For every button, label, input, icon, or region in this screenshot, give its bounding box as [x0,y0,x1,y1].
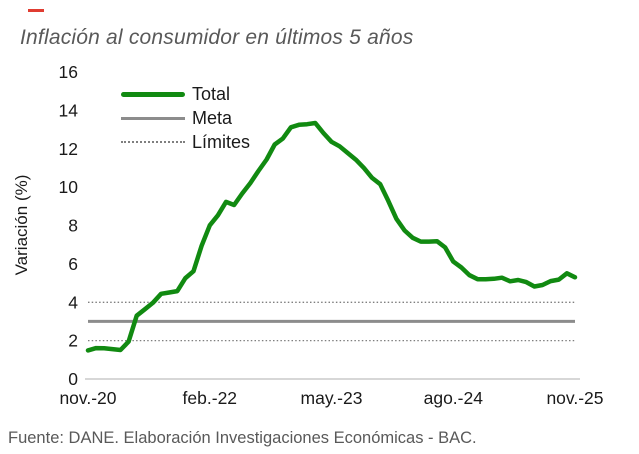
y-tick-label: 4 [68,292,78,312]
y-tick-label: 12 [59,139,78,159]
y-tick-label: 8 [68,216,78,236]
chart-canvas: 0 2 4 6 8 10 12 14 16 nov.-20 feb.-22 may.-23 ago.-2… [59,62,604,408]
legend-item-limites: Límites [121,130,250,154]
chart-title: Inflación al consumidor en últimos 5 año… [20,26,414,49]
x-tick-label: nov.-25 [546,388,603,408]
y-tick-label: 14 [59,100,79,120]
total-line-swatch-icon [121,91,185,97]
limites-line-swatch-icon [121,141,185,143]
meta-line-swatch-icon [121,116,185,120]
y-tick-label: 0 [68,369,78,389]
y-tick-label: 2 [68,331,78,351]
x-tick-label: nov.-20 [59,388,116,408]
total-line [85,120,578,353]
x-tick-label: ago.-24 [424,388,484,408]
chart-legend: Total Meta Límites [121,82,250,154]
source-note: Fuente: DANE. Elaboración Investigacione… [8,429,477,447]
legend-item-total: Total [121,82,250,106]
x-tick-label: may.-23 [301,388,363,408]
legend-label-total: Total [192,84,231,104]
legend-label-meta: Meta [192,108,233,128]
y-tick-label: 10 [59,177,79,197]
y-tick-label: 6 [68,254,78,274]
legend-label-limites: Límites [192,132,251,152]
red-accent-dash [28,9,44,12]
legend-item-meta: Meta [121,106,250,130]
x-tick-label: feb.-22 [183,388,237,408]
y-tick-label: 16 [59,62,78,82]
